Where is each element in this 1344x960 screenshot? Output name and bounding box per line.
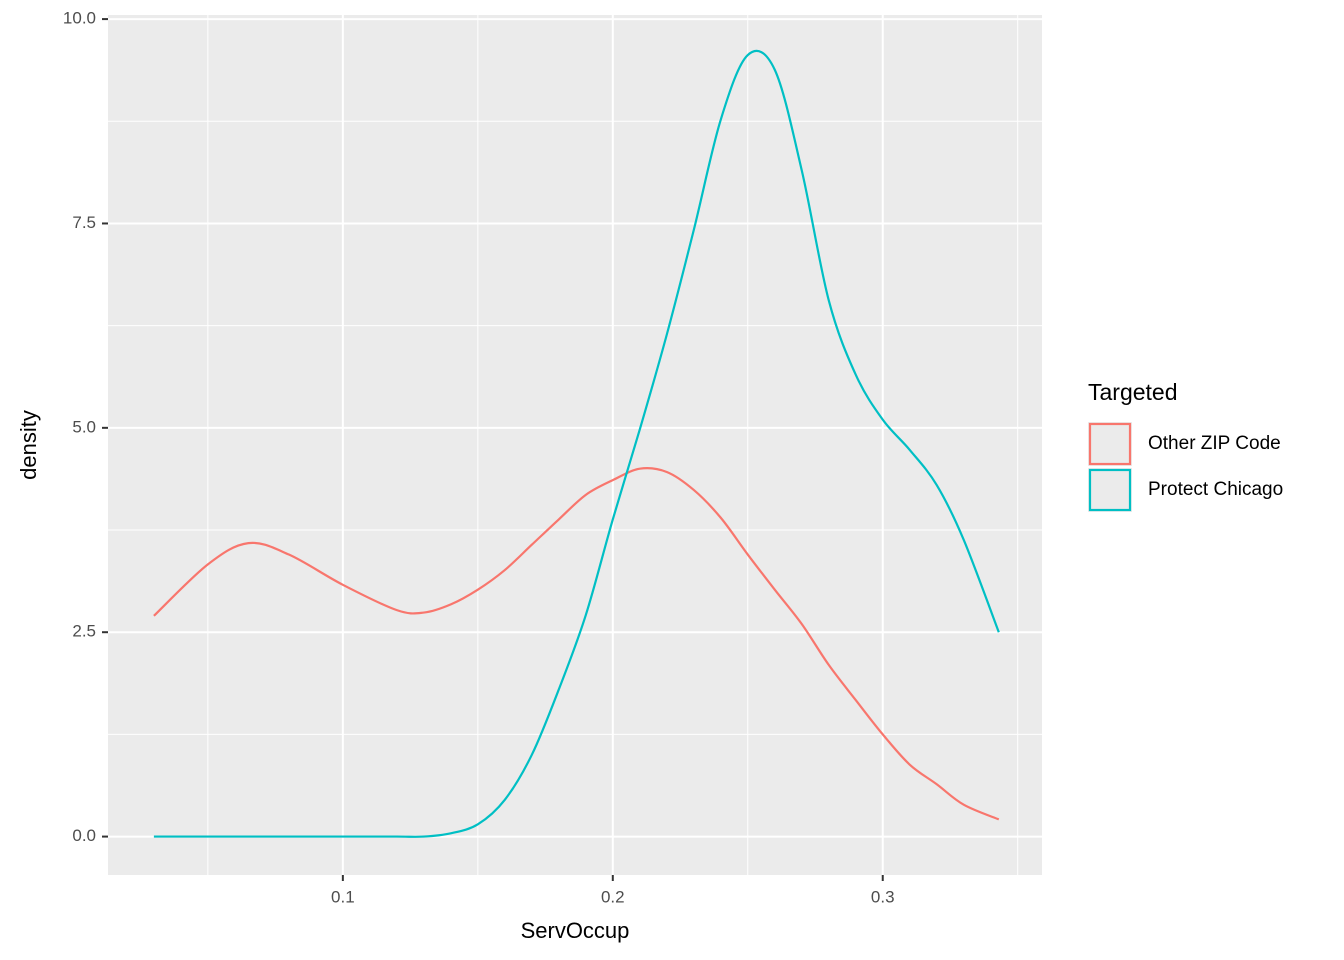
legend-key	[1088, 468, 1132, 512]
axes: 0.1 0.2 0.3 0.0 2.5 5.0 7.5 10.0	[63, 9, 895, 907]
legend: Other ZIP Code Protect Chicago	[1088, 422, 1283, 512]
y-tick-label: 5.0	[72, 417, 96, 436]
legend-key-background	[1088, 468, 1132, 512]
y-tick-label: 2.5	[72, 622, 96, 641]
legend-label: Protect Chicago	[1148, 479, 1283, 500]
y-axis-title: density	[16, 410, 41, 480]
panel-background	[108, 15, 1042, 875]
y-tick-label: 7.5	[72, 213, 96, 232]
density-line	[153, 49, 1000, 838]
y-tick-label: 0.0	[72, 826, 96, 845]
x-tick-label: 0.2	[601, 887, 625, 906]
density-line	[153, 467, 1000, 821]
plot-lines	[153, 49, 1000, 838]
legend-key-background	[1088, 422, 1132, 466]
legend-label: Other ZIP Code	[1148, 433, 1281, 454]
legend-title: Targeted	[1088, 379, 1178, 405]
y-tick-label: 10.0	[63, 9, 96, 28]
legend-key	[1088, 422, 1132, 466]
x-tick-label: 0.3	[871, 887, 895, 906]
x-tick-label: 0.1	[331, 887, 355, 906]
x-axis-title: ServOccup	[521, 918, 630, 943]
